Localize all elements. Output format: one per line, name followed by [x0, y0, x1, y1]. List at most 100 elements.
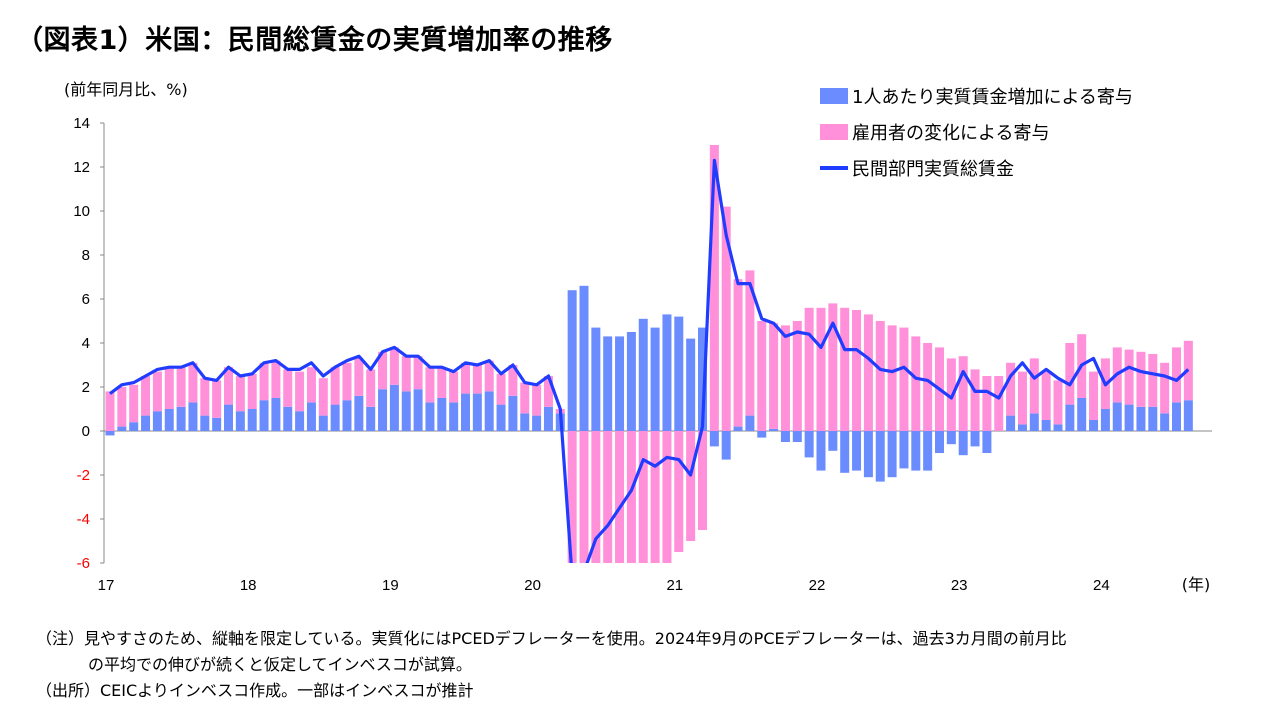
bar-employment — [1136, 351, 1146, 407]
bar-per-capita — [330, 404, 340, 431]
bar-employment — [899, 327, 909, 431]
bar-employment — [662, 431, 672, 563]
bar-employment — [994, 376, 1004, 431]
legend-swatch-total-wages — [820, 166, 848, 170]
bar-employment — [1053, 380, 1063, 425]
y-tick-label: 2 — [82, 379, 90, 396]
x-unit-label: (年) — [1182, 575, 1211, 594]
bar-per-capita — [1017, 424, 1027, 431]
bar-per-capita — [543, 406, 553, 431]
y-tick-label: -2 — [77, 467, 90, 484]
bar-employment — [615, 431, 625, 563]
bar-employment — [626, 431, 636, 563]
bar-per-capita — [164, 409, 174, 431]
bar-employment — [532, 384, 542, 416]
bar-employment — [354, 358, 364, 396]
bar-employment — [176, 367, 186, 407]
bar-employment — [437, 367, 447, 398]
bar-per-capita — [638, 318, 648, 431]
bar-per-capita — [235, 411, 245, 431]
bar-per-capita — [946, 431, 956, 445]
bar-employment — [188, 362, 198, 403]
bar-employment — [698, 431, 707, 530]
bar-per-capita — [923, 431, 933, 471]
y-tick-label: 10 — [73, 203, 90, 220]
bar-per-capita — [449, 402, 459, 431]
legend-label-total-wages: 民間部門実質総賃金 — [852, 159, 1014, 180]
bar-employment — [1029, 358, 1039, 414]
bar-per-capita — [425, 402, 435, 431]
bar-per-capita — [472, 393, 482, 431]
bar-employment — [923, 343, 933, 431]
bar-per-capita — [1136, 406, 1146, 431]
bar-per-capita — [899, 431, 909, 469]
bar-per-capita — [887, 431, 897, 478]
bar-employment — [638, 431, 648, 563]
bar-per-capita — [662, 314, 672, 431]
bar-employment — [579, 431, 589, 563]
bar-employment — [769, 323, 779, 429]
bar-employment — [863, 314, 873, 431]
bar-employment — [378, 351, 388, 390]
legend-label-employment: 雇用者の変化による寄与 — [852, 123, 1050, 144]
bar-employment — [970, 369, 980, 431]
bar-per-capita — [1041, 420, 1051, 431]
bar-per-capita — [532, 415, 542, 431]
bar-per-capita — [188, 402, 198, 431]
bar-per-capita — [342, 400, 352, 431]
y-tick-label: 12 — [73, 159, 90, 176]
bar-per-capita — [318, 415, 328, 431]
bar-employment — [982, 376, 992, 431]
bar-employment — [164, 367, 174, 409]
bar-employment — [686, 431, 696, 541]
bar-per-capita — [698, 327, 707, 431]
bar-per-capita — [757, 431, 767, 438]
bar-employment — [342, 362, 352, 401]
bar-per-capita — [496, 404, 506, 431]
bar-employment — [271, 360, 281, 398]
bar-employment — [401, 356, 411, 392]
bar-per-capita — [958, 431, 968, 456]
bar-per-capita — [816, 431, 826, 471]
plot-area — [105, 145, 1193, 563]
bar-per-capita — [579, 285, 589, 431]
bar-per-capita — [603, 336, 613, 431]
bar-per-capita — [378, 389, 388, 431]
bar-per-capita — [1029, 413, 1039, 431]
bar-employment — [674, 431, 684, 552]
bar-employment — [200, 378, 210, 416]
bar-employment — [152, 371, 162, 412]
bar-per-capita — [674, 316, 684, 431]
bar-per-capita — [911, 431, 921, 471]
bar-per-capita — [389, 384, 399, 431]
bar-employment — [318, 378, 328, 416]
bar-per-capita — [875, 431, 885, 482]
bar-per-capita — [129, 422, 139, 431]
bar-per-capita — [591, 327, 601, 431]
bar-employment — [449, 371, 459, 403]
bar-per-capita — [709, 431, 719, 447]
bar-employment — [235, 376, 245, 412]
x-tick-label: 18 — [240, 577, 257, 594]
bar-employment — [295, 371, 305, 412]
bar-employment — [306, 367, 316, 403]
bar-employment — [141, 376, 151, 416]
y-tick-label: 14 — [73, 115, 90, 132]
bar-employment — [840, 307, 850, 431]
bar-employment — [828, 303, 838, 431]
bar-per-capita — [117, 426, 127, 431]
bar-per-capita — [271, 398, 281, 431]
bar-employment — [887, 325, 897, 431]
bar-employment — [1148, 354, 1158, 407]
bar-employment — [1089, 371, 1099, 420]
bar-employment — [330, 367, 340, 405]
bar-employment — [366, 369, 376, 407]
bar-per-capita — [733, 426, 743, 431]
bar-per-capita — [105, 431, 115, 436]
x-tick-label: 20 — [524, 577, 541, 594]
bar-per-capita — [935, 431, 944, 453]
bar-employment — [650, 431, 660, 563]
y-tick-label: 4 — [82, 335, 90, 352]
bar-per-capita — [745, 415, 755, 431]
